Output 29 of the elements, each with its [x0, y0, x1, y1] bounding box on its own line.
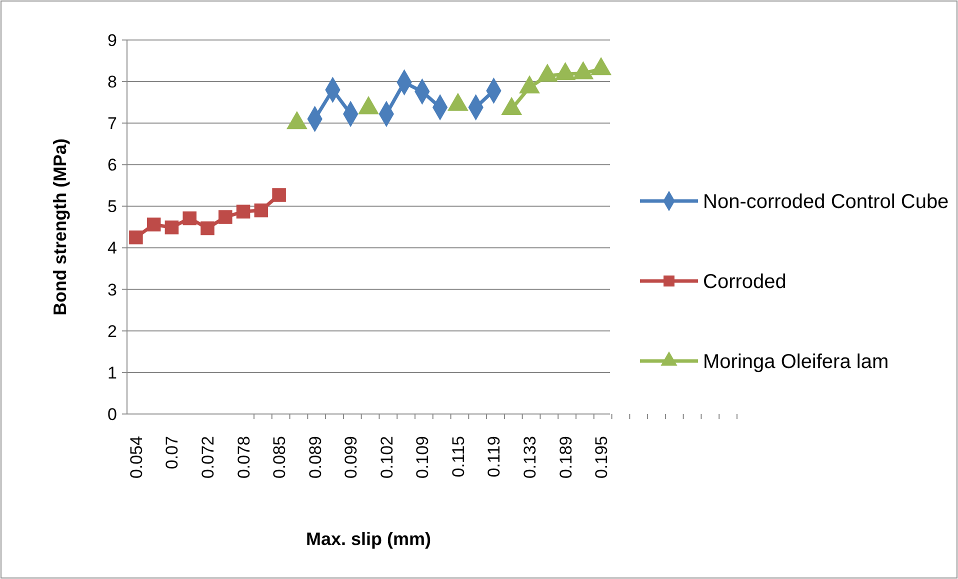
y-tick-label: 1	[108, 363, 117, 382]
y-tick-label: 0	[108, 404, 117, 424]
x-tick-label: 0.195	[592, 436, 612, 479]
x-tick-label: 0.085	[270, 436, 290, 479]
x-tick-label: 0.133	[520, 436, 540, 479]
y-tick-label: 4	[108, 238, 117, 258]
x-tick-label: 0.07	[162, 436, 182, 470]
x-tick-label: 0.072	[198, 436, 218, 479]
x-tick-label: 0.078	[234, 436, 254, 479]
legend-label: Non-corroded Control Cube	[703, 191, 949, 213]
x-tick-label: 0.119	[484, 436, 504, 478]
y-tick-label: 9	[108, 30, 117, 50]
x-tick-label: 0.109	[413, 436, 432, 479]
y-tick-label: 3	[108, 280, 117, 300]
y-tick-label: 6	[108, 156, 117, 175]
x-tick-label: 0.089	[306, 436, 325, 479]
x-tick-label: 0.189	[556, 436, 576, 479]
y-axis-title: Bond strength (MPa)	[50, 138, 70, 316]
y-tick-label: 8	[108, 72, 117, 92]
legend-label: Corroded	[703, 271, 786, 293]
legend-label: Moringa Oleifera lam	[703, 351, 889, 373]
y-tick-label: 7	[108, 114, 117, 134]
x-tick-label: 0.115	[448, 436, 468, 478]
y-tick-label: 5	[108, 197, 117, 216]
x-tick-label: 0.102	[377, 436, 396, 479]
x-tick-label: 0.054	[126, 436, 146, 479]
x-tick-label: 0.099	[342, 436, 361, 479]
y-tick-label: 2	[108, 322, 117, 341]
x-axis-title: Max. slip (mm)	[306, 529, 432, 549]
